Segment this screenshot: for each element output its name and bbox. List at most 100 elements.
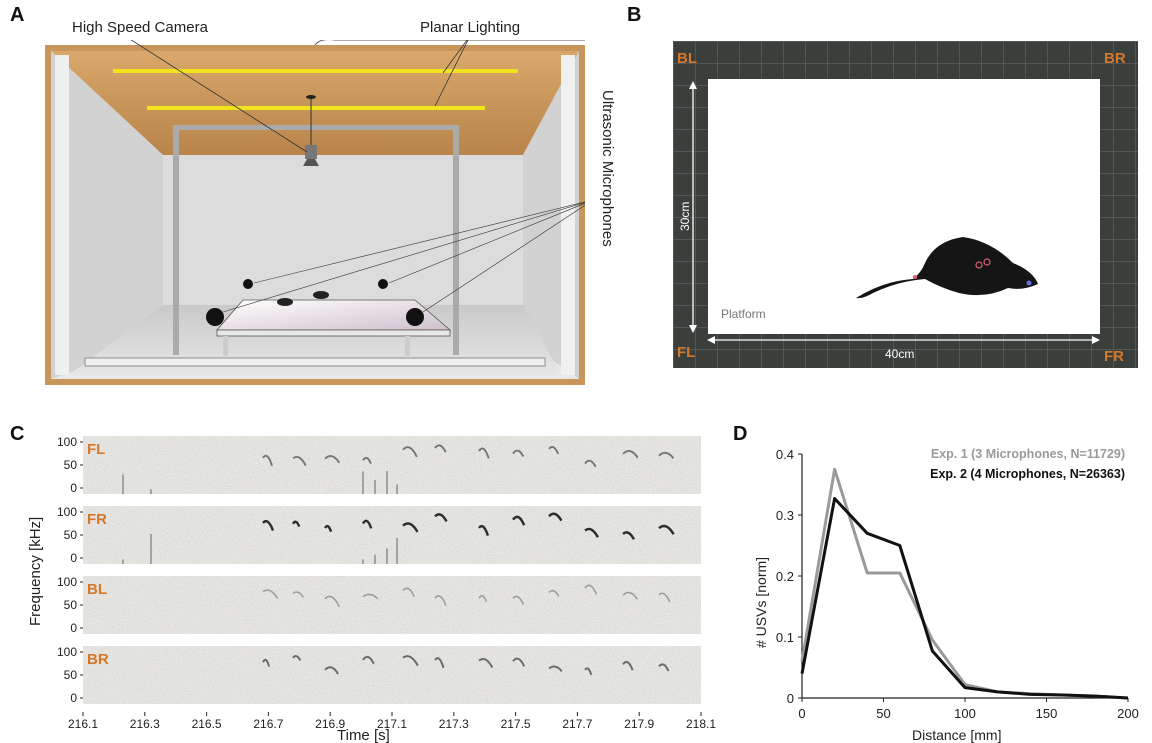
vocalization-mark — [434, 657, 445, 669]
vocalization-mark — [622, 660, 634, 671]
spectrogram-rows: FL 100 50 0 FR 100 50 0 BL 100 50 0 BR 100 50 0 — [57, 435, 701, 705]
panel-label-b: B — [627, 4, 642, 26]
vocalization-mark — [324, 595, 340, 608]
vocalization-mark — [512, 595, 525, 605]
width-arrowhead-left — [707, 336, 715, 344]
lighting-leader-1 — [442, 40, 468, 74]
spectrogram-noise — [83, 436, 701, 494]
vocalization-mark — [434, 444, 447, 453]
vocalization-mark — [292, 455, 307, 466]
vocalization-mark — [622, 450, 639, 459]
vocalization-mark — [548, 446, 560, 455]
x-tick-label: 200 — [1117, 706, 1139, 721]
y-tick-label: 100 — [57, 645, 77, 659]
vocalization-mark — [658, 524, 675, 535]
microphone-front-left — [206, 308, 224, 326]
x-tick-label: 216.7 — [253, 717, 283, 731]
vocalization-mark — [548, 512, 563, 522]
height-arrowhead-bottom — [689, 325, 697, 333]
frame-post-right — [453, 125, 459, 355]
vocalization-mark — [512, 515, 526, 526]
spectrogram-bl: BL 100 50 0 — [57, 575, 701, 635]
vocalization-mark — [434, 595, 447, 606]
recording-setup-illustration — [45, 40, 585, 385]
vocalization-mark — [402, 446, 418, 458]
light-bar-upper — [113, 69, 518, 73]
keypoint-2 — [983, 258, 991, 266]
camera-body — [305, 145, 317, 159]
y-tick-label: 0.1 — [776, 630, 794, 645]
y-tick-label: 0 — [70, 481, 77, 495]
microphone-back-left — [243, 279, 253, 289]
channel-label-fl: FL — [87, 441, 105, 458]
camera-label: High Speed Camera — [72, 19, 209, 36]
y-tick-label: 50 — [64, 598, 78, 612]
vocalization-mark — [658, 663, 670, 672]
y-tick-label: 0 — [70, 621, 77, 635]
spectrogram-noise — [83, 506, 701, 564]
spectrogram-y-axis-label: Frequency [kHz] — [27, 517, 44, 626]
channel-label-bl: BL — [87, 581, 107, 598]
vocalization-mark — [262, 454, 273, 467]
vocalization-mark — [323, 524, 333, 533]
left-pillar — [55, 55, 69, 375]
channel-label-fr: FR — [87, 511, 107, 528]
spectrogram-fr: FR 100 50 0 — [57, 505, 701, 565]
vocalization-mark — [262, 589, 279, 599]
vocalization-mark — [324, 666, 339, 675]
y-tick-label: 100 — [57, 435, 77, 449]
vocalization-mark — [584, 459, 597, 468]
left-wall — [51, 51, 163, 379]
series-line-2 — [800, 497, 1129, 700]
light-bar-lower — [147, 106, 485, 110]
vocalization-mark — [292, 655, 302, 661]
x-tick-label: 100 — [954, 706, 976, 721]
x-tick-label: 0 — [798, 706, 805, 721]
x-tick-label: 216.9 — [315, 717, 345, 731]
height-arrowhead-top — [689, 81, 697, 89]
table-leg-right — [405, 336, 410, 356]
setup-annotations: High Speed Camera Planar Lighting Ultras… — [72, 19, 616, 247]
x-tick-label: 216.1 — [68, 717, 98, 731]
vocalization-mark — [362, 456, 372, 465]
x-tick-label: 217.1 — [377, 717, 407, 731]
vocalization-mark — [478, 658, 494, 668]
mouse-1 — [277, 298, 293, 306]
x-tick-label: 217.3 — [439, 717, 469, 731]
frame-post-left — [173, 125, 179, 355]
corner-br: BR — [1104, 50, 1126, 67]
x-tick-label: 217.7 — [562, 717, 592, 731]
frame-top-bar — [173, 125, 459, 130]
x-tick-label: 50 — [876, 706, 890, 721]
vocalization-mark — [291, 520, 301, 528]
panel-label-a: A — [10, 4, 25, 26]
vocalization-mark — [402, 522, 419, 533]
platform-photo: BL BR FL FR 30cm 40cm Platform — [673, 41, 1138, 368]
vocalization-mark — [402, 655, 419, 667]
microphones-label: Ultrasonic Microphones — [599, 90, 616, 247]
vocalization-mark — [324, 455, 341, 464]
x-tick-label: 217.5 — [501, 717, 531, 731]
microphone-back-right — [378, 279, 388, 289]
corner-fl: FL — [677, 344, 695, 361]
y-axis-label: # USVs [norm] — [753, 557, 769, 648]
table-leg-left — [223, 336, 228, 356]
spectrogram-x-ticks: 216.1 216.3 216.5 216.7 216.9 217.1 217.3 217.5… — [68, 712, 716, 731]
x-tick-label: 218.1 — [686, 717, 716, 731]
platform-label: Platform — [721, 307, 766, 321]
x-tick-label: 150 — [1036, 706, 1058, 721]
y-tick-label: 100 — [57, 505, 77, 519]
channel-label-br: BR — [87, 651, 109, 668]
y-tick-label: 0 — [70, 691, 77, 705]
mic-leader-2 — [388, 202, 585, 284]
spectrogram-noise — [83, 646, 701, 704]
y-tick-label: 50 — [64, 528, 78, 542]
legend-entry-1: Exp. 1 (3 Microphones, N=11729) — [931, 447, 1125, 461]
series-line-1 — [800, 467, 1129, 700]
x-tick-label: 217.9 — [624, 717, 654, 731]
chart-series — [800, 467, 1129, 700]
vocalization-mark — [584, 667, 593, 676]
camera-mount — [306, 95, 316, 99]
vocalization-mark — [362, 655, 375, 665]
vocalization-mark — [658, 592, 671, 603]
